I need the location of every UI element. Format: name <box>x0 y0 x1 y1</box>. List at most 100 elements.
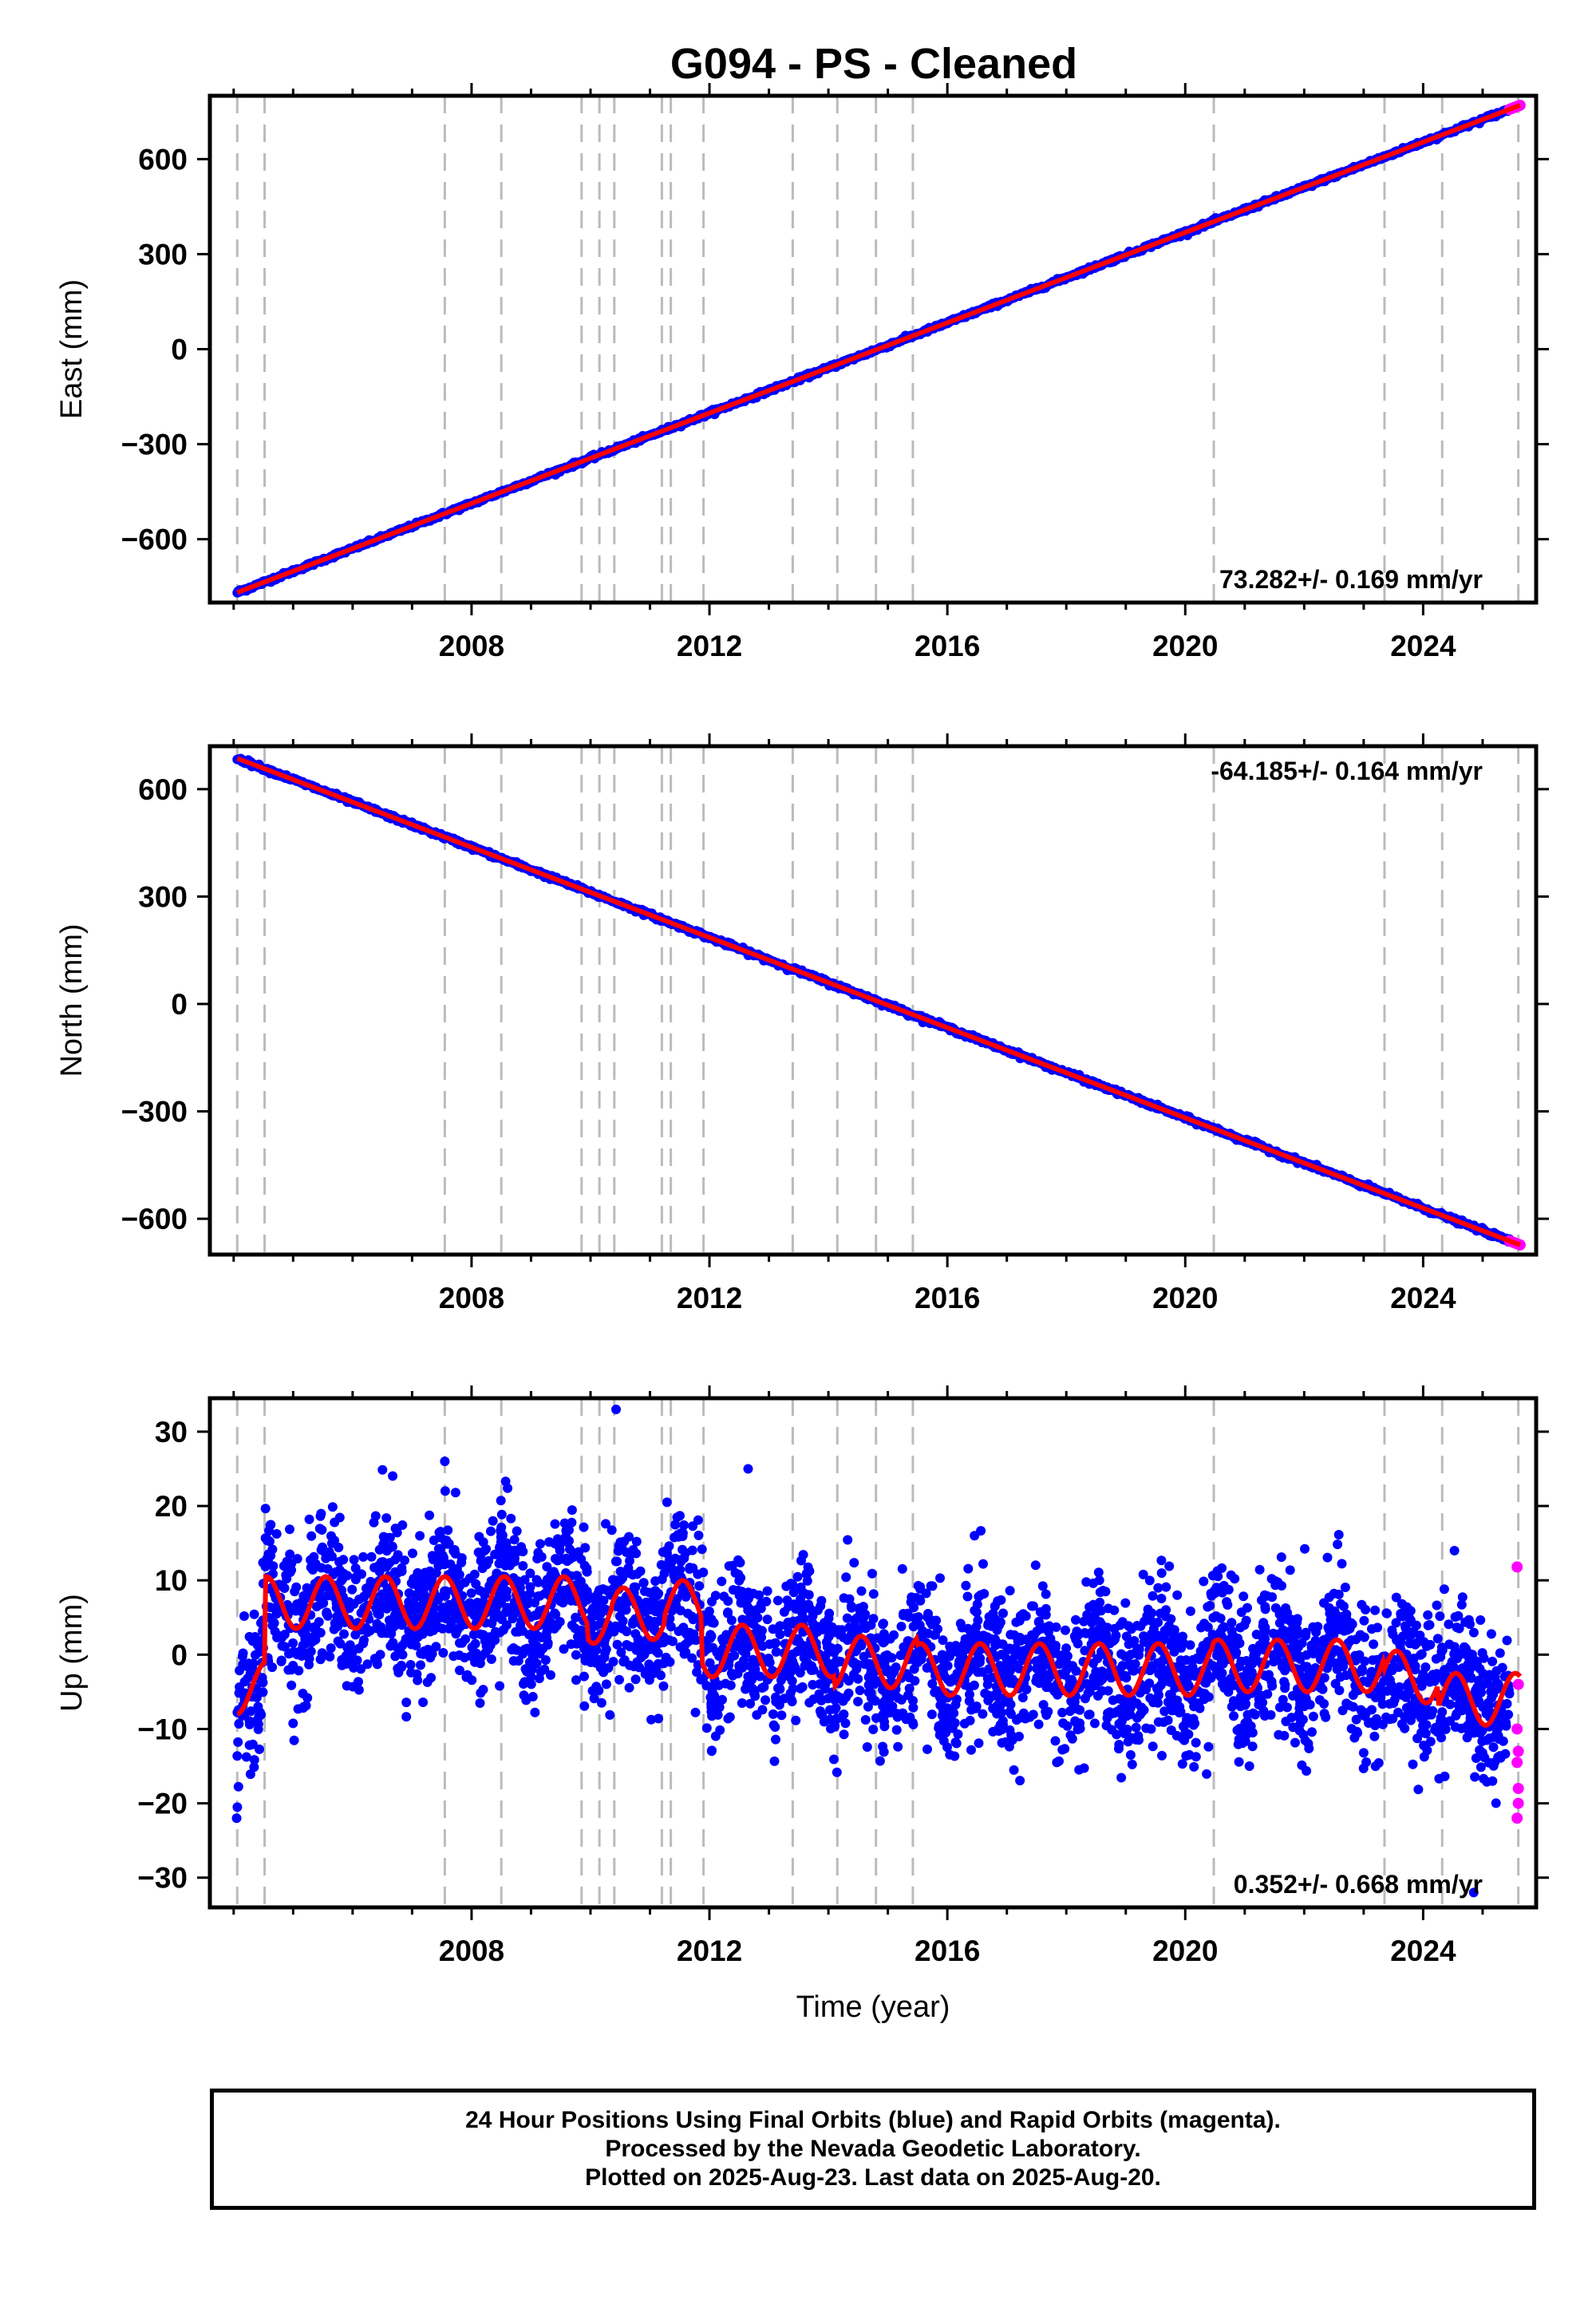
final-orbit-point <box>685 1564 695 1574</box>
y-tick-label: 600 <box>138 773 188 806</box>
final-orbit-point <box>1449 1546 1460 1555</box>
final-orbit-point <box>844 1594 855 1604</box>
final-orbit-point <box>350 1630 361 1640</box>
final-orbit-point <box>893 1741 903 1752</box>
final-orbit-point <box>1452 1649 1463 1659</box>
final-orbit-point <box>1127 1759 1137 1769</box>
final-orbit-point <box>533 1577 543 1587</box>
final-orbit-point <box>849 1558 859 1568</box>
final-orbit-point <box>582 1567 592 1577</box>
final-orbit-point <box>938 1736 949 1746</box>
final-orbit-point <box>832 1767 842 1777</box>
final-orbit-point <box>354 1685 364 1695</box>
final-orbit-point <box>1377 1719 1388 1729</box>
final-orbit-point <box>998 1608 1008 1618</box>
final-orbit-point <box>1351 1714 1361 1725</box>
final-orbit-point <box>525 1568 535 1579</box>
y-tick-label: 600 <box>138 143 188 176</box>
final-orbit-point <box>589 1694 599 1704</box>
final-orbit-point <box>1189 1761 1199 1772</box>
final-orbit-point <box>658 1681 669 1691</box>
final-orbit-point <box>1203 1741 1214 1752</box>
x-tick-label: 2016 <box>915 1282 980 1314</box>
final-orbit-point <box>316 1508 326 1519</box>
final-orbit-point <box>1476 1762 1486 1773</box>
final-orbit-point <box>567 1517 577 1528</box>
final-orbit-point <box>1121 1631 1132 1642</box>
final-orbit-point <box>1476 1615 1486 1625</box>
rate-label: -64.185+/- 0.164 mm/yr <box>1211 757 1483 785</box>
final-orbit-point <box>1369 1731 1380 1741</box>
final-orbit-point <box>494 1559 504 1569</box>
final-orbit-point <box>769 1756 780 1766</box>
final-orbit-point <box>910 1613 920 1623</box>
final-orbit-point <box>381 1513 392 1524</box>
final-orbit-point <box>550 1608 559 1618</box>
final-orbit-point <box>1282 1607 1292 1618</box>
final-orbit-point <box>260 1504 271 1514</box>
final-orbit-point <box>535 1539 545 1549</box>
final-orbit-point <box>1487 1656 1498 1666</box>
final-orbit-point <box>1092 1690 1103 1701</box>
final-orbit-point <box>519 1575 530 1585</box>
final-orbit-point <box>1361 1604 1371 1614</box>
final-orbit-point <box>776 1710 787 1721</box>
final-orbit-point <box>1060 1744 1070 1754</box>
final-orbit-point <box>1217 1563 1227 1573</box>
final-orbit-point <box>288 1638 298 1648</box>
final-orbit-point <box>1456 1599 1467 1610</box>
final-orbit-point <box>710 1731 721 1741</box>
x-tick-label: 2020 <box>1152 630 1218 662</box>
final-orbit-point <box>860 1715 871 1725</box>
final-orbit-point <box>1382 1608 1393 1618</box>
final-orbit-point <box>530 1707 540 1717</box>
final-orbit-point <box>390 1651 401 1662</box>
final-orbit-point <box>1278 1694 1288 1705</box>
y-tick-label: 0 <box>171 988 188 1021</box>
final-orbit-point <box>937 1650 947 1660</box>
final-orbit-point <box>566 1595 576 1606</box>
final-orbit-point <box>690 1707 701 1717</box>
final-orbit-point <box>1199 1576 1209 1587</box>
final-orbit-point <box>444 1623 454 1634</box>
final-orbit-point <box>908 1696 918 1705</box>
model-line <box>236 103 1521 595</box>
final-orbit-point <box>625 1660 635 1670</box>
final-orbit-point <box>1202 1769 1212 1779</box>
final-orbit-point <box>350 1563 361 1573</box>
final-orbit-point <box>974 1738 984 1749</box>
panels: 2008 2012 2016 2020 20246003000−300−600East … <box>55 83 1549 2024</box>
final-orbit-point <box>891 1725 902 1735</box>
final-orbit-point <box>469 1569 480 1579</box>
final-orbit-point <box>664 1541 674 1551</box>
final-orbit-point <box>509 1535 519 1545</box>
final-orbit-point <box>860 1609 871 1619</box>
final-orbit-point <box>1081 1577 1092 1587</box>
y-tick-label: 300 <box>138 880 188 913</box>
final-orbit-point <box>1183 1681 1194 1691</box>
final-orbit-point <box>1254 1564 1265 1575</box>
final-orbit-point <box>698 1567 709 1578</box>
model-trend-line <box>236 756 1521 1247</box>
final-orbit-point <box>408 1548 417 1559</box>
final-orbit-point <box>559 1518 570 1528</box>
final-orbit-point <box>286 1680 297 1690</box>
final-orbit-point <box>249 1755 259 1765</box>
final-orbit-point <box>1495 1648 1505 1658</box>
final-orbit-point <box>241 1752 251 1762</box>
final-orbit-point <box>1257 1690 1267 1701</box>
final-orbit-point <box>388 1471 398 1481</box>
final-orbit-point <box>1348 1690 1358 1700</box>
final-orbit-point <box>858 1602 868 1612</box>
final-orbit-point <box>697 1544 707 1555</box>
final-orbit-point <box>666 1622 676 1632</box>
final-orbit-point <box>687 1653 697 1663</box>
final-orbit-point <box>1084 1709 1095 1720</box>
final-orbit-point <box>1415 1630 1425 1641</box>
final-orbit-point <box>347 1584 358 1595</box>
y-tick-label: −300 <box>121 429 188 461</box>
final-orbit-point <box>1396 1719 1407 1729</box>
y-tick-label: −600 <box>121 1203 188 1235</box>
final-orbit-point <box>448 1651 459 1662</box>
x-tick-label: 2024 <box>1390 1282 1456 1314</box>
